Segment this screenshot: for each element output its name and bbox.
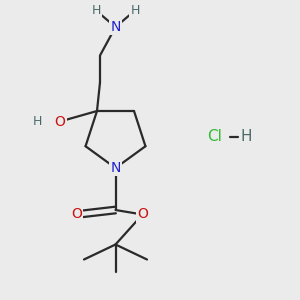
Text: N: N [110,20,121,34]
Text: N: N [110,161,121,175]
Text: H: H [91,4,101,17]
Text: Cl: Cl [207,129,222,144]
Text: H: H [240,129,252,144]
Text: O: O [55,115,65,128]
Text: H: H [130,4,140,17]
Text: O: O [71,208,82,221]
Text: H: H [33,115,42,128]
Text: O: O [137,208,148,221]
